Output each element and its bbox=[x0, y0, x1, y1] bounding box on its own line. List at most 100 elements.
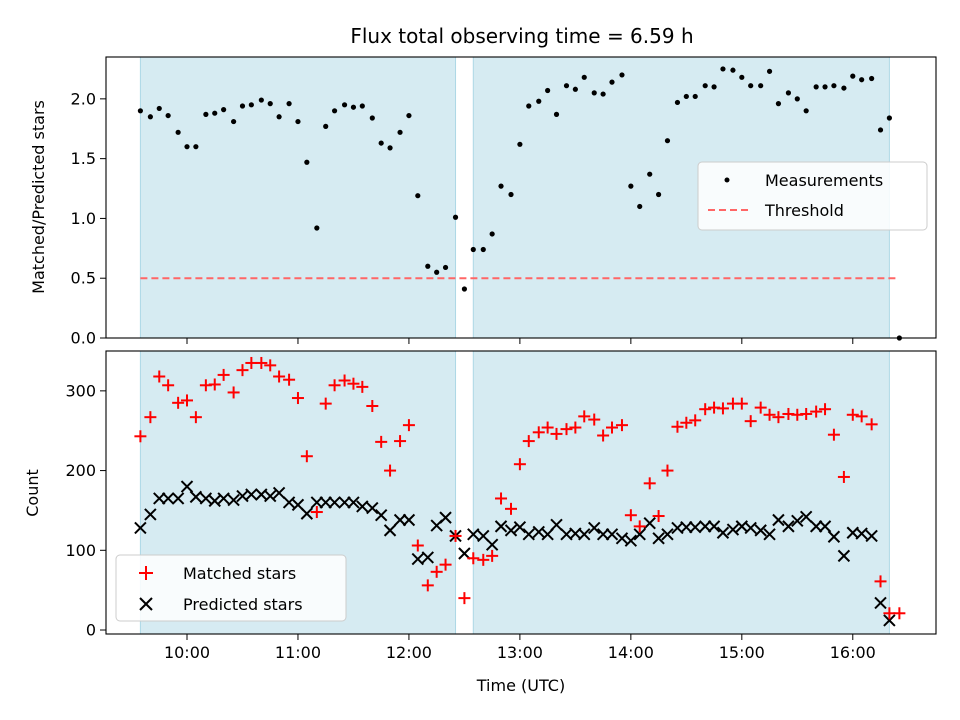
predicted-star-point bbox=[217, 492, 230, 505]
predicted-star-point bbox=[596, 528, 610, 541]
bottom-ytick-label: 0 bbox=[86, 621, 96, 640]
measurement-point bbox=[489, 231, 495, 237]
top-ytick-label: 0.5 bbox=[71, 269, 96, 288]
predicted-star-point bbox=[624, 534, 638, 547]
predicted-star-point bbox=[171, 492, 185, 505]
matched-star-point bbox=[402, 419, 415, 432]
measurement-point bbox=[647, 171, 653, 177]
measurement-point bbox=[877, 127, 884, 133]
predicted-star-point bbox=[643, 516, 656, 530]
matched-star-point bbox=[189, 411, 202, 424]
predicted-star-point bbox=[865, 529, 878, 543]
matched-star-point bbox=[550, 427, 563, 440]
matched-star-point bbox=[874, 575, 887, 588]
predicted-star-point bbox=[272, 486, 286, 500]
measurement-point bbox=[785, 90, 792, 96]
matched-star-point bbox=[855, 410, 868, 423]
legend-matched-label: Matched stars bbox=[183, 564, 296, 583]
matched-star-point bbox=[495, 492, 508, 505]
predicted-star-point bbox=[180, 480, 194, 493]
top-ytick-label: 1.0 bbox=[71, 209, 96, 228]
measurement-point bbox=[175, 129, 181, 135]
measurement-point bbox=[147, 114, 153, 120]
matched-star-point bbox=[172, 396, 185, 409]
measurement-point bbox=[545, 87, 551, 94]
matched-star-point bbox=[162, 379, 175, 392]
matched-star-point bbox=[347, 377, 360, 390]
matched-star-point bbox=[328, 379, 341, 392]
measurement-point bbox=[775, 101, 782, 107]
predicted-star-point bbox=[347, 496, 360, 509]
matched-star-point bbox=[449, 529, 462, 542]
matched-star-point bbox=[810, 405, 823, 418]
matched-star-point bbox=[366, 400, 379, 413]
measurement-point bbox=[581, 74, 587, 80]
matched-star-point bbox=[134, 430, 147, 443]
predicted-star-point bbox=[421, 551, 434, 564]
top-y-axis-label: Matched/Predicted stars bbox=[29, 100, 48, 294]
measurement-point bbox=[831, 83, 837, 89]
predicted-star-point bbox=[707, 520, 721, 533]
measurements-series bbox=[137, 66, 902, 341]
predicted-star-point bbox=[615, 532, 629, 545]
predicted-star-point bbox=[467, 528, 480, 541]
matched-star-point bbox=[624, 509, 637, 522]
measurement-point bbox=[378, 140, 384, 146]
top-ytick-label: 2.0 bbox=[71, 89, 96, 108]
measurement-point bbox=[813, 84, 819, 90]
matched-star-point bbox=[227, 386, 240, 399]
bottom-y-axis: 0 100 200 300 bbox=[65, 381, 106, 640]
measurement-point bbox=[193, 144, 199, 150]
measurement-point bbox=[212, 110, 218, 116]
measurement-point bbox=[304, 159, 310, 165]
measurement-point bbox=[841, 85, 847, 91]
measurement-point bbox=[702, 83, 708, 89]
predicted-star-point bbox=[245, 488, 258, 501]
predicted-star-point bbox=[578, 528, 591, 541]
matched-star-point bbox=[356, 380, 369, 393]
measurement-point bbox=[664, 138, 671, 144]
predicted-star-point bbox=[328, 496, 341, 509]
matched-star-point bbox=[384, 464, 397, 477]
matched-star-point bbox=[744, 415, 757, 428]
predicted-star-point bbox=[439, 511, 452, 524]
observing-interval-0 bbox=[139, 56, 457, 339]
predicted-star-point bbox=[799, 510, 813, 524]
matched-star-point bbox=[264, 359, 277, 372]
bottom-ytick-label: 100 bbox=[65, 541, 96, 560]
measurement-point bbox=[406, 112, 412, 119]
predicted-star-point bbox=[652, 532, 665, 545]
matched-star-point bbox=[236, 364, 249, 377]
predicted-star-point bbox=[402, 513, 416, 527]
predicted-star-point bbox=[837, 549, 851, 563]
matched-star-point bbox=[893, 607, 906, 620]
top-ytick-label: 1.5 bbox=[71, 149, 96, 168]
matched-star-point bbox=[338, 374, 351, 387]
matched-star-point bbox=[273, 370, 286, 383]
measurement-point bbox=[739, 74, 745, 80]
predicted-star-point bbox=[726, 523, 740, 536]
matched-star-point bbox=[144, 411, 157, 424]
matched-star-point bbox=[716, 402, 729, 415]
predicted-star-point bbox=[199, 492, 213, 505]
predicted-star-point bbox=[411, 552, 425, 566]
measurement-point bbox=[591, 90, 597, 96]
predicted-star-point bbox=[338, 496, 351, 509]
measurement-point bbox=[314, 225, 320, 231]
xtick-label: 10:00 bbox=[164, 643, 210, 662]
predicted-star-point bbox=[633, 528, 646, 541]
measurement-point bbox=[803, 108, 809, 114]
matched-star-point bbox=[513, 458, 526, 471]
predicted-stars-series bbox=[134, 480, 896, 627]
measurement-point bbox=[258, 97, 264, 103]
predicted-star-point bbox=[522, 528, 535, 541]
measurement-point bbox=[766, 68, 773, 74]
top-x-axis bbox=[186, 338, 854, 344]
matched-star-point bbox=[800, 407, 813, 420]
measurement-point bbox=[323, 123, 329, 129]
measurement-point bbox=[674, 99, 681, 106]
matched-star-point bbox=[467, 552, 480, 565]
bottom-ytick-label: 200 bbox=[65, 461, 96, 480]
measurement-point bbox=[137, 108, 143, 114]
